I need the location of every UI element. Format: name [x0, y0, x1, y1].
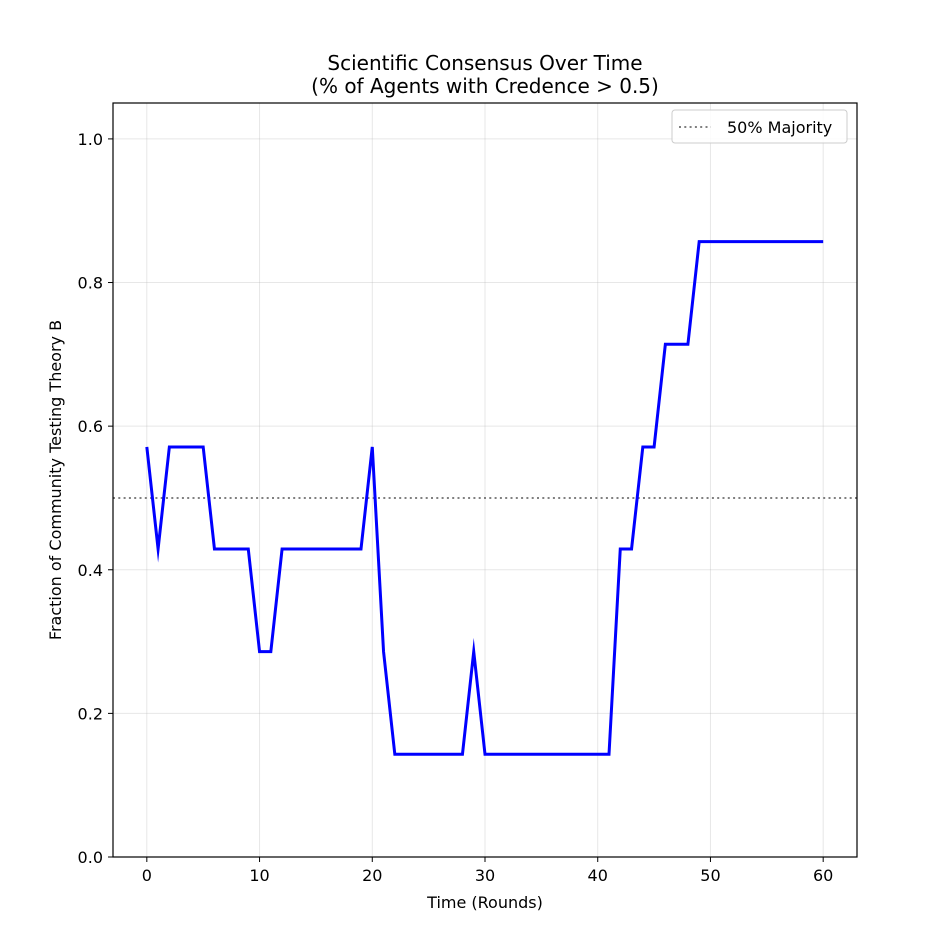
y-tick-label: 0.6 [78, 417, 103, 436]
x-tick-label: 30 [475, 866, 495, 885]
chart-subtitle: (% of Agents with Credence > 0.5) [311, 74, 659, 98]
ticks: 0 10 20 30 40 50 60 0.0 0.2 0.4 0.6 0.8 1.0 [78, 130, 834, 885]
x-tick-label: 20 [362, 866, 382, 885]
y-axis-title: Fraction of Community Testing Theory B [46, 320, 65, 640]
y-tick-label: 1.0 [78, 130, 103, 149]
chart-title: Scientific Consensus Over Time [327, 51, 642, 75]
x-tick-label: 10 [249, 866, 269, 885]
series-layer [145, 240, 824, 756]
series-line [145, 240, 824, 756]
x-axis-title: Time (Rounds) [426, 893, 543, 912]
x-tick-label: 50 [700, 866, 720, 885]
y-tick-label: 0.0 [78, 848, 103, 867]
y-tick-label: 0.8 [78, 274, 103, 293]
legend-label-majority: 50% Majority [727, 118, 832, 137]
y-tick-label: 0.2 [78, 704, 103, 723]
x-tick-label: 0 [142, 866, 152, 885]
x-tick-label: 40 [588, 866, 608, 885]
y-tick-label: 0.4 [78, 561, 103, 580]
x-tick-label: 60 [813, 866, 833, 885]
legend: 50% Majority [671, 109, 848, 144]
legend-box [671, 109, 848, 144]
